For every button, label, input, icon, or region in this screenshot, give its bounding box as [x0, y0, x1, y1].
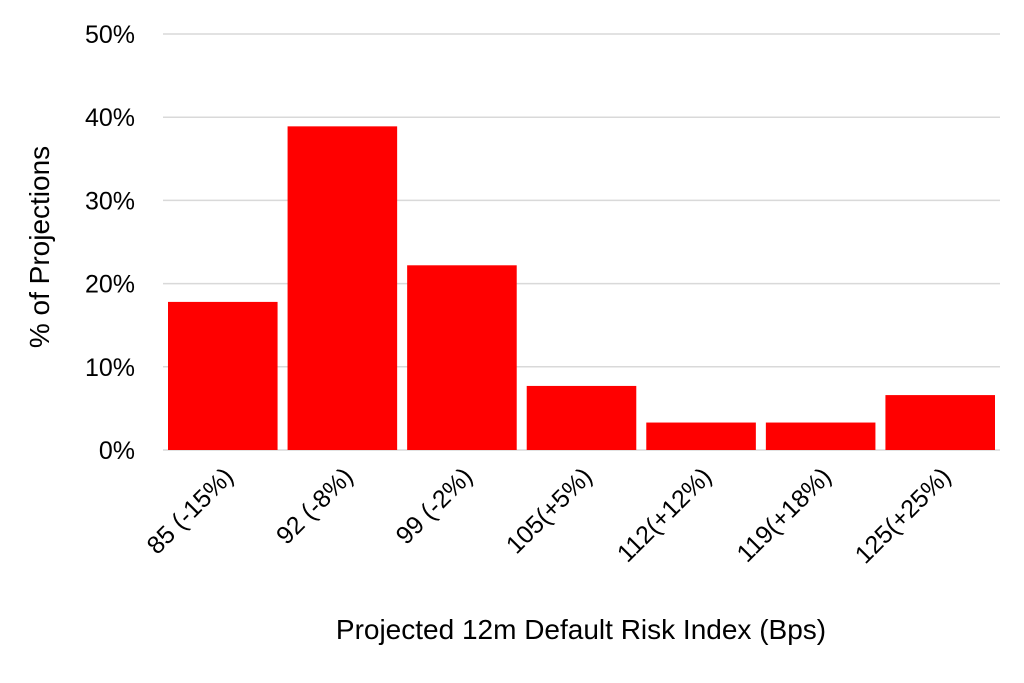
- x-tick-label: 119(+18%): [731, 462, 836, 567]
- x-tick-label: 105(+5%): [501, 462, 598, 559]
- bar: [765, 422, 876, 450]
- bar: [526, 385, 637, 450]
- x-tick-label: 112(+12%): [612, 462, 717, 567]
- x-tick-label: 92 (-8%): [271, 462, 359, 550]
- y-tick-label: 30%: [85, 187, 135, 215]
- y-axis-title: % of Projections: [24, 146, 55, 348]
- y-tick-label: 50%: [85, 21, 135, 49]
- x-axis-ticks: 85 (-15%) 92 (-8%) 99 (-2%) 105(+5%) 112(+12…: [142, 462, 957, 569]
- y-axis-ticks: 0% 10% 20% 30% 40% 50%: [85, 21, 135, 465]
- x-tick-label: 85 (-15%): [142, 462, 239, 559]
- bars: [168, 126, 995, 451]
- y-tick-label: 40%: [85, 104, 135, 132]
- bar: [885, 395, 995, 450]
- x-tick-label: 99 (-2%): [391, 462, 479, 550]
- y-tick-label: 10%: [85, 354, 135, 382]
- bar: [646, 422, 756, 450]
- x-axis-title: Projected 12m Default Risk Index (Bps): [336, 614, 826, 645]
- y-tick-label: 20%: [85, 271, 135, 299]
- bar: [407, 265, 517, 450]
- y-tick-label: 0%: [99, 437, 135, 465]
- x-tick-label: 125(+25%): [850, 462, 957, 569]
- bar: [168, 301, 278, 450]
- bar: [287, 126, 398, 451]
